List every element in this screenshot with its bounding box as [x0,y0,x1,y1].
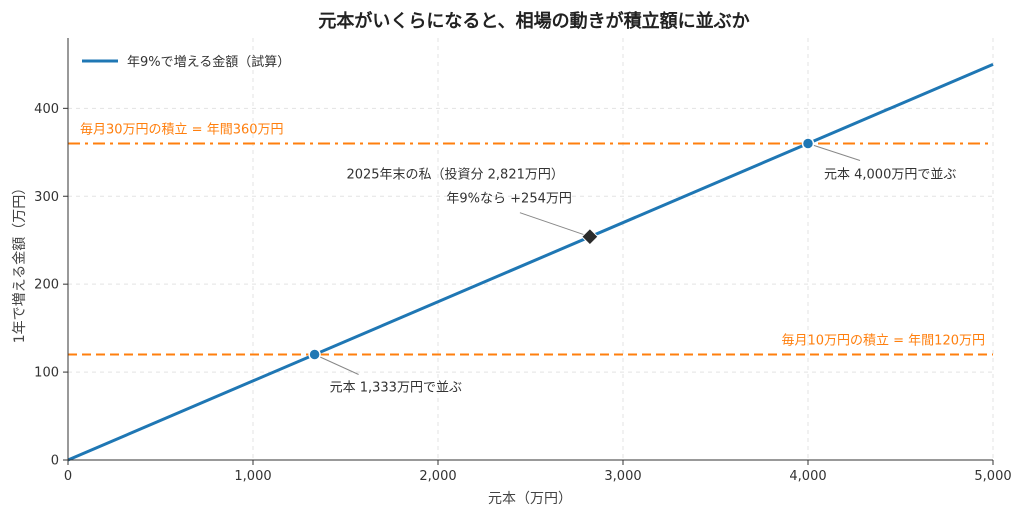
annotation-label: 元本 4,000万円で並ぶ [824,168,956,183]
annotation-leader [314,354,359,375]
grid [67,38,994,461]
points: 元本 1,333万円で並ぶ 元本 4,000万円で並ぶ 2025年末の私（投資分 2… [308,137,956,396]
legend-label: 年9%で増える金額（試算） [127,54,290,70]
data-point-marker [581,227,599,246]
chart-title: 元本がいくらになると、相場の動きが積立額に並ぶか [318,10,749,32]
annotation-label: 年9%なら +254万円 [446,192,571,207]
annotation-leader [519,212,591,238]
y-tick-label: 400 [34,102,59,117]
x-tick-label: 3,000 [604,469,641,484]
legend: 年9%で増える金額（試算） [82,54,290,70]
y-tick-label: 0 [51,454,59,469]
ticks: 0 1,000 2,000 3,000 4,000 5,000 0 100 200 300 400 [34,102,1011,484]
y-tick-label: 100 [34,366,59,381]
reference-line-label: 毎月30万円の積立 = 年間360万円 [80,122,284,138]
x-tick-label: 5,000 [974,469,1011,484]
data-point-marker [801,137,815,150]
x-tick-label: 0 [64,469,72,484]
y-axis-label: 1年で増える金額（万円） [12,181,28,344]
annotation-label: 2025年末の私（投資分 2,821万円） [346,167,563,183]
reference-line-label: 毎月10万円の積立 = 年間120万円 [781,333,985,349]
y-tick-label: 300 [34,190,59,205]
series-line [67,62,994,462]
x-axis-label: 元本（万円） [488,491,572,507]
x-tick-label: 1,000 [234,469,271,484]
y-tick-label: 200 [34,278,59,293]
data-point-marker [308,348,321,361]
series [67,62,994,462]
x-tick-label: 2,000 [419,469,456,484]
annotation-leader [807,143,861,161]
annotation-label: 元本 1,333万円で並ぶ [330,381,462,396]
x-tick-label: 4,000 [789,469,826,484]
axes [67,38,993,461]
